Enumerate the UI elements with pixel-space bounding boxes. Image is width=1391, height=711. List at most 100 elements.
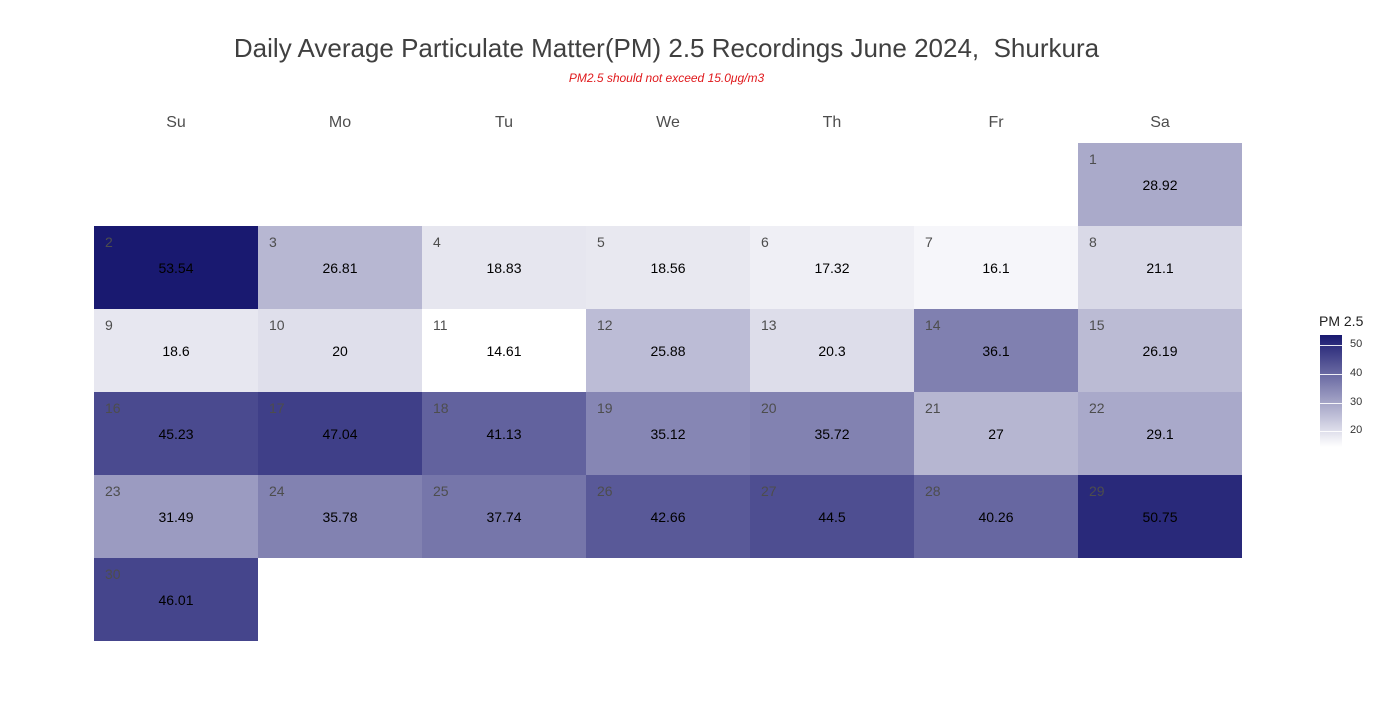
pm25-value-label: 35.72: [814, 426, 850, 442]
calendar-day-cell: 5 18.56: [586, 226, 750, 309]
pm25-value-label: 25.88: [650, 343, 686, 359]
calendar-day-cell: 12 25.88: [586, 309, 750, 392]
chart-subtitle: PM2.5 should not exceed 15.0μg/m3: [568, 71, 765, 85]
day-number: 21: [925, 400, 941, 416]
pm25-value-label: 16.1: [982, 260, 1010, 276]
pm25-value-label: 41.13: [486, 426, 522, 442]
pm25-value-label: 53.54: [158, 260, 194, 276]
calendar-day-cell: 24 35.78: [258, 475, 422, 558]
day-number: 11: [433, 317, 448, 333]
calendar-day-cell: 16 45.23: [94, 392, 258, 475]
legend-title: PM 2.5: [1319, 313, 1364, 329]
weekday-header: Sa: [1150, 114, 1170, 131]
calendar-day-cell: 10 20: [258, 309, 422, 392]
day-number: 22: [1089, 400, 1105, 416]
day-number: 29: [1089, 483, 1105, 499]
legend-tick-label: 40: [1350, 366, 1363, 379]
calendar-day-cell: 23 31.49: [94, 475, 258, 558]
day-number: 5: [597, 234, 605, 250]
calendar-day-cell: 28 40.26: [914, 475, 1078, 558]
calendar-day-cell: 20 35.72: [750, 392, 914, 475]
pm25-value-label: 26.81: [322, 260, 358, 276]
pm25-value-label: 44.5: [818, 509, 846, 525]
calendar-day-cell: 14 36.1: [914, 309, 1078, 392]
pm25-value-label: 18.56: [650, 260, 686, 276]
pm25-value-label: 35.78: [322, 509, 358, 525]
calendar-day-cell: 2 53.54: [94, 226, 258, 309]
pm25-value-label: 26.19: [1142, 343, 1178, 359]
day-number: 24: [269, 483, 285, 499]
day-number: 16: [105, 400, 121, 416]
day-number: 25: [433, 483, 449, 499]
pm25-value-label: 31.49: [158, 509, 194, 525]
legend-tick-mark: [1320, 431, 1342, 433]
pm25-value-label: 17.32: [814, 260, 850, 276]
calendar-day-cell: 22 29.1: [1078, 392, 1242, 475]
calendar-day-cell: 18 41.13: [422, 392, 586, 475]
pm25-value-label: 37.74: [486, 509, 522, 525]
day-number: 23: [105, 483, 121, 499]
weekday-header: Fr: [988, 114, 1004, 131]
pm25-value-label: 27: [988, 426, 1004, 442]
pm25-value-label: 50.75: [1142, 509, 1178, 525]
day-number: 30: [105, 566, 121, 582]
day-number: 7: [925, 234, 933, 250]
pm25-value-label: 21.1: [1146, 260, 1174, 276]
pm25-value-label: 46.01: [158, 592, 194, 608]
calendar-day-cell: 25 37.74: [422, 475, 586, 558]
calendar-day-cell: 7 16.1: [914, 226, 1078, 309]
calendar-day-cell: 9 18.6: [94, 309, 258, 392]
day-number: 8: [1089, 234, 1097, 250]
day-number: 4: [433, 234, 441, 250]
day-number: 9: [105, 317, 113, 333]
weekday-header: Th: [822, 114, 842, 131]
day-number: 3: [269, 234, 277, 250]
pm25-value-label: 14.61: [486, 343, 522, 359]
chart-title: Daily Average Particulate Matter(PM) 2.5…: [233, 33, 1100, 63]
pm25-value-label: 36.1: [982, 343, 1010, 359]
legend-tick-label: 20: [1350, 424, 1363, 437]
day-number: 18: [433, 400, 449, 416]
day-number: 17: [269, 400, 285, 416]
legend-tick-label: 30: [1350, 395, 1363, 408]
pm25-value-label: 20.3: [818, 343, 846, 359]
calendar-day-cell: 30 46.01: [94, 558, 258, 641]
day-number: 15: [1089, 317, 1105, 333]
pm25-value-label: 35.12: [650, 426, 686, 442]
day-number: 10: [269, 317, 285, 333]
calendar-day-cell: 13 20.3: [750, 309, 914, 392]
day-number: 20: [761, 400, 777, 416]
legend-color-bar: [1320, 335, 1342, 447]
calendar-day-cell: 19 35.12: [586, 392, 750, 475]
day-number: 13: [761, 317, 777, 333]
day-number: 1: [1089, 151, 1097, 167]
pm25-value-label: 40.26: [978, 509, 1014, 525]
pm25-value-label: 45.23: [158, 426, 194, 442]
calendar-day-cell: 29 50.75: [1078, 475, 1242, 558]
weekday-header: Su: [166, 114, 186, 131]
pm25-value-label: 20: [332, 343, 348, 359]
weekday-header: Mo: [328, 114, 352, 131]
weekday-header: Tu: [494, 114, 514, 131]
day-number: 6: [761, 234, 769, 250]
legend-tick-mark: [1320, 345, 1342, 347]
pm25-value-label: 29.1: [1146, 426, 1174, 442]
calendar-day-cell: 8 21.1: [1078, 226, 1242, 309]
calendar-day-cell: 17 47.04: [258, 392, 422, 475]
day-number: 28: [925, 483, 941, 499]
day-number: 19: [597, 400, 613, 416]
legend-tick-label: 50: [1350, 338, 1363, 351]
calendar-day-cell: 27 44.5: [750, 475, 914, 558]
pm25-value-label: 42.66: [650, 509, 686, 525]
day-number: 27: [761, 483, 777, 499]
pm25-value-label: 18.83: [486, 260, 522, 276]
day-number: 14: [925, 317, 941, 333]
calendar-day-cell: 26 42.66: [586, 475, 750, 558]
calendar-day-cell: 4 18.83: [422, 226, 586, 309]
day-number: 26: [597, 483, 613, 499]
calendar-day-cell: 3 26.81: [258, 226, 422, 309]
day-number: 2: [105, 234, 113, 250]
weekday-header: We: [656, 114, 680, 131]
pm25-value-label: 47.04: [322, 426, 358, 442]
day-number: 12: [597, 317, 613, 333]
